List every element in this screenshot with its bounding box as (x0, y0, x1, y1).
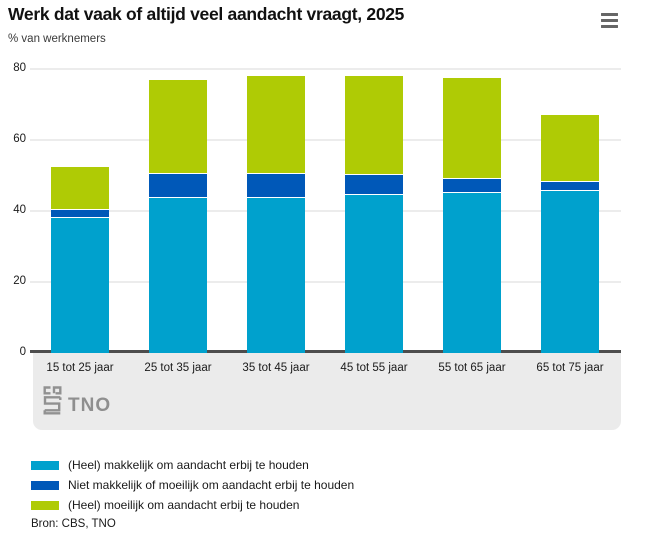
legend-swatch-moeilijk (31, 500, 59, 510)
source-note: Bron: CBS, TNO (31, 518, 116, 530)
bar-segment[interactable] (443, 192, 501, 353)
x-axis-label: 25 tot 35 jaar (144, 362, 212, 374)
chart-menu-button[interactable] (597, 10, 621, 32)
bar-segment[interactable] (51, 209, 109, 219)
legend-swatch-makkelijk (31, 460, 59, 470)
bar-segment[interactable] (247, 174, 305, 198)
bar-segment[interactable] (149, 174, 207, 198)
bar-segment[interactable] (443, 78, 501, 180)
x-axis-label: 65 tot 75 jaar (536, 362, 604, 374)
bar-segment[interactable] (443, 179, 501, 193)
gridline (30, 209, 621, 212)
bar-segment[interactable] (51, 218, 109, 353)
hamburger-menu-icon (600, 13, 618, 28)
bar-segment[interactable] (247, 197, 305, 353)
bar-segment[interactable] (247, 75, 305, 175)
legend-item-niet-makkelijk-of-moeilijk[interactable]: Niet makkelijk of moeilijk om aandacht e… (31, 475, 354, 495)
y-tick-label: 40 (13, 204, 26, 217)
x-axis-band (33, 353, 621, 430)
legend: (Heel) makkelijk om aandacht erbij te ho… (31, 455, 354, 515)
bar-segment[interactable] (345, 175, 403, 195)
legend-label: Niet makkelijk of moeilijk om aandacht e… (68, 478, 355, 492)
bar-segment[interactable] (149, 79, 207, 175)
y-tick-label: 0 (19, 346, 26, 359)
legend-label: (Heel) moeilijk om aandacht erbij te hou… (68, 498, 300, 512)
legend-item-moeilijk[interactable]: (Heel) moeilijk om aandacht erbij te hou… (31, 495, 354, 515)
gridline (30, 67, 621, 70)
y-tick-label: 80 (13, 62, 26, 75)
chart-area: 0 20 40 60 80 15 tot 25 jaar 25 tot 35 jaar 35 … (13, 62, 621, 374)
y-tick-label: 20 (13, 275, 26, 288)
page-title: Werk dat vaak of altijd veel aandacht vr… (8, 4, 405, 24)
legend-swatch-niet-makkelijk-of-moeilijk (31, 480, 59, 490)
x-axis-line (30, 350, 621, 353)
bar-segment[interactable] (149, 197, 207, 353)
y-tick-label: 60 (13, 133, 26, 146)
cbs-logo (43, 386, 62, 415)
gridline (30, 280, 621, 283)
gridline (30, 138, 621, 141)
bar-segment[interactable] (541, 191, 599, 353)
bar-segment[interactable] (345, 194, 403, 353)
bar-segment[interactable] (345, 75, 403, 176)
x-axis-label: 15 tot 25 jaar (46, 362, 114, 374)
bar-segment[interactable] (51, 167, 109, 210)
x-axis-label: 45 tot 55 jaar (340, 362, 408, 374)
legend-item-makkelijk[interactable]: (Heel) makkelijk om aandacht erbij te ho… (31, 455, 354, 475)
x-axis-label: 55 tot 65 jaar (438, 362, 506, 374)
tno-logo: TNO (68, 395, 112, 416)
bar-segment[interactable] (541, 115, 599, 182)
x-axis-label: 35 tot 45 jaar (242, 362, 310, 374)
legend-label: (Heel) makkelijk om aandacht erbij te ho… (68, 458, 309, 472)
bar-segment[interactable] (541, 181, 599, 192)
chart-unit-label: % van werknemers (8, 33, 106, 45)
